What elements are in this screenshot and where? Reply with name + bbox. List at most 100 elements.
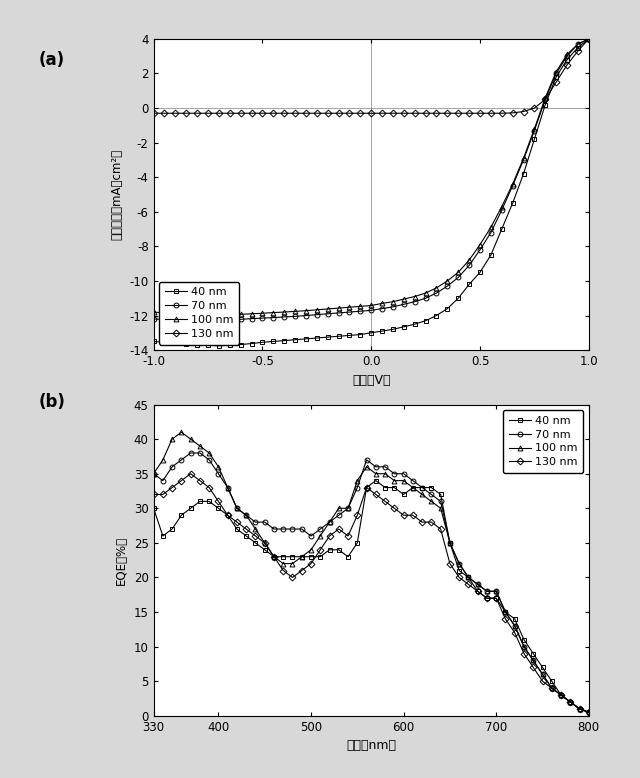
40 nm [161,338,168,347]
100 nm [193,310,201,319]
70 nm [541,95,549,104]
70 nm [252,517,259,527]
40 nm [196,496,204,506]
130 nm [446,559,454,568]
100 nm [335,503,342,513]
100 nm [280,307,288,317]
70 nm [378,304,386,314]
40 nm [541,100,549,109]
100 nm [316,531,324,541]
40 nm [261,545,269,555]
130 nm [574,47,582,56]
70 nm [302,311,310,321]
70 nm [324,309,332,318]
130 nm [548,683,556,692]
70 nm [552,68,560,78]
40 nm [576,704,584,713]
130 nm [409,510,417,520]
40 nm [326,545,333,555]
100 nm [224,483,232,492]
100 nm [509,180,516,189]
70 nm [150,469,157,478]
130 nm [182,109,190,118]
40 nm [150,503,157,513]
70 nm [270,524,278,534]
70 nm [291,312,299,321]
130 nm [161,109,168,118]
70 nm [433,289,440,298]
40 nm [193,340,201,349]
100 nm [557,690,565,699]
40 nm [498,224,506,233]
40 nm [511,615,518,624]
130 nm [269,109,277,118]
130 nm [177,476,185,485]
40 nm [563,55,571,65]
70 nm [563,51,571,61]
40 nm [585,34,593,44]
70 nm [419,483,426,492]
70 nm [243,510,250,520]
70 nm [307,531,315,541]
130 nm [150,490,157,499]
70 nm [224,483,232,492]
40 nm [444,304,451,314]
100 nm [389,297,397,307]
40 nm [476,268,484,277]
130 nm [187,469,195,478]
100 nm [576,704,584,713]
100 nm [307,545,315,555]
130 nm [353,510,361,520]
100 nm [548,683,556,692]
130 nm [476,109,484,118]
100 nm [563,50,571,59]
100 nm [585,708,593,717]
100 nm [302,306,310,315]
70 nm [557,690,565,699]
130 nm [585,708,593,717]
100 nm [367,301,375,310]
130 nm [214,496,222,506]
70 nm [444,282,451,291]
40 nm [289,552,296,562]
100 nm [455,559,463,568]
70 nm [269,313,277,322]
40 nm [363,483,371,492]
130 nm [411,109,419,118]
100 nm [444,276,451,286]
100 nm [150,307,157,317]
70 nm [204,316,212,325]
40 nm [378,327,386,336]
40 nm [367,328,375,338]
Legend: 40 nm, 70 nm, 100 nm, 130 nm: 40 nm, 70 nm, 100 nm, 130 nm [159,282,239,345]
40 nm [335,331,342,341]
130 nm [363,483,371,492]
130 nm [563,60,571,69]
70 nm [585,708,593,717]
40 nm [509,198,516,208]
130 nm [289,573,296,582]
100 nm [409,483,417,492]
40 nm [259,338,266,347]
100 nm [511,621,518,630]
70 nm [226,315,234,324]
100 nm [313,305,321,314]
40 nm [215,341,223,350]
130 nm [539,677,547,686]
70 nm [520,642,528,651]
40 nm [548,677,556,686]
100 nm [363,462,371,471]
130 nm [150,109,157,118]
40 nm [313,333,321,342]
130 nm [454,109,462,118]
100 nm [196,441,204,450]
100 nm [422,289,429,298]
70 nm [205,455,213,464]
40 nm [182,339,190,349]
40 nm [400,490,408,499]
130 nm [381,496,389,506]
40 nm [226,341,234,350]
70 nm [367,306,375,315]
70 nm [539,670,547,679]
100 nm [539,670,547,679]
